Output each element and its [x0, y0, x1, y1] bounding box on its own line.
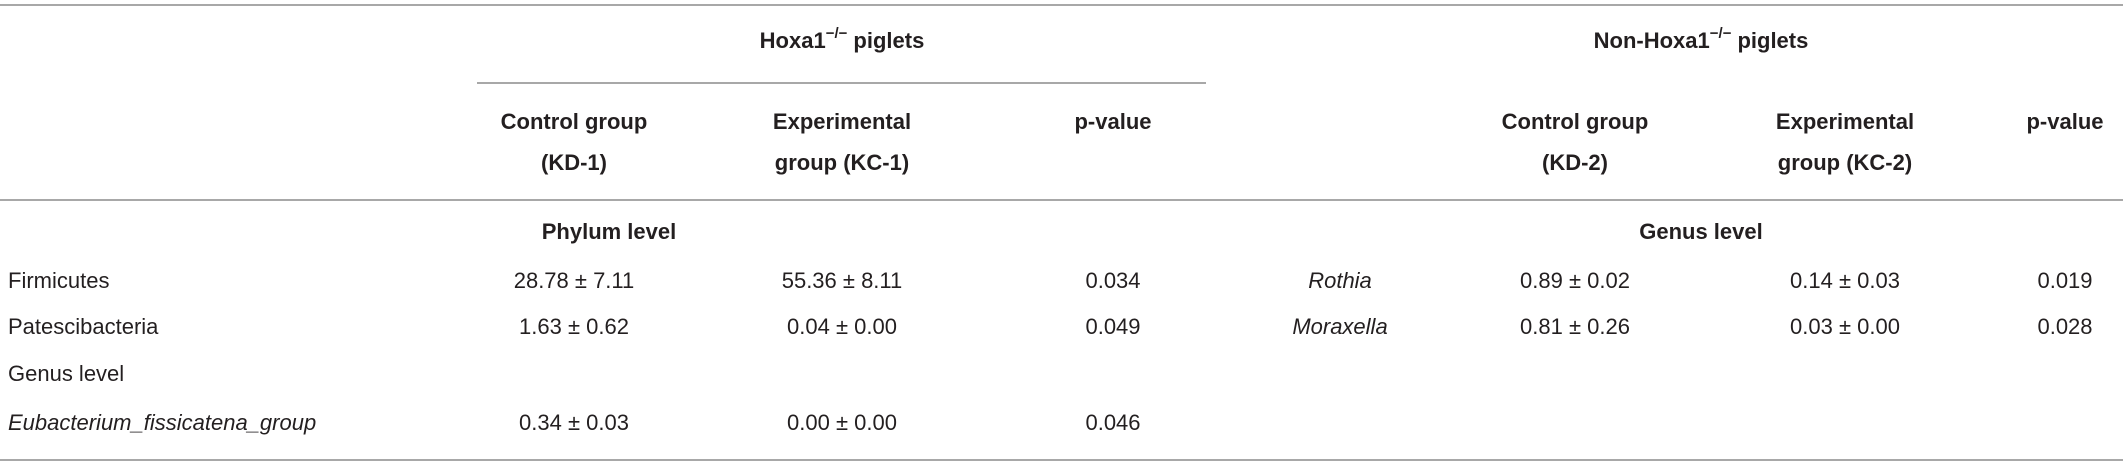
column-header: Control group	[501, 109, 648, 134]
column-header: Experimental	[1776, 109, 1914, 134]
column-header: group (KC-1)	[775, 150, 909, 175]
column-header: (KD-1)	[541, 150, 607, 175]
group-superscript: −/−	[826, 25, 848, 42]
row-name: Firmicutes	[8, 268, 109, 293]
group-name: Non-Hoxa1	[1594, 28, 1710, 53]
group-suffix: piglets	[853, 28, 924, 53]
row-name: Rothia	[1308, 268, 1372, 293]
column-header: (KD-2)	[1542, 150, 1608, 175]
cell: 0.049	[1085, 314, 1140, 339]
cell: 0.03 ± 0.00	[1790, 314, 1900, 339]
cell: 0.028	[2037, 314, 2092, 339]
cell: 0.89 ± 0.02	[1520, 268, 1630, 293]
cell: 0.04 ± 0.00	[787, 314, 897, 339]
cell: 0.00 ± 0.00	[787, 410, 897, 435]
column-header: p-value	[1074, 109, 1151, 134]
cell: 0.14 ± 0.03	[1790, 268, 1900, 293]
column-header: Control group	[1502, 109, 1649, 134]
group-superscript: −/−	[1710, 25, 1732, 42]
cell: 0.81 ± 0.26	[1520, 314, 1630, 339]
column-header: Experimental	[773, 109, 911, 134]
cell: 0.046	[1085, 410, 1140, 435]
section-label: Phylum level	[542, 219, 677, 244]
column-header: group (KC-2)	[1778, 150, 1912, 175]
cell: 0.019	[2037, 268, 2092, 293]
column-header: p-value	[2026, 109, 2103, 134]
group-header: Non-Hoxa1−/− piglets	[1594, 25, 1809, 53]
cell: 1.63 ± 0.62	[519, 314, 629, 339]
group-header: Hoxa1−/− piglets	[760, 25, 925, 53]
subsection-label: Genus level	[8, 361, 124, 386]
cell: 0.34 ± 0.03	[519, 410, 629, 435]
row-name: Eubacterium_fissicatena_group	[8, 410, 316, 435]
cell: 0.034	[1085, 268, 1140, 293]
row-name: Moraxella	[1292, 314, 1387, 339]
section-label: Genus level	[1639, 219, 1763, 244]
row-name: Patescibacteria	[8, 314, 159, 339]
cell: 28.78 ± 7.11	[514, 268, 635, 293]
group-name: Hoxa1	[760, 28, 826, 53]
cell: 55.36 ± 8.11	[782, 268, 903, 293]
group-suffix: piglets	[1737, 28, 1808, 53]
